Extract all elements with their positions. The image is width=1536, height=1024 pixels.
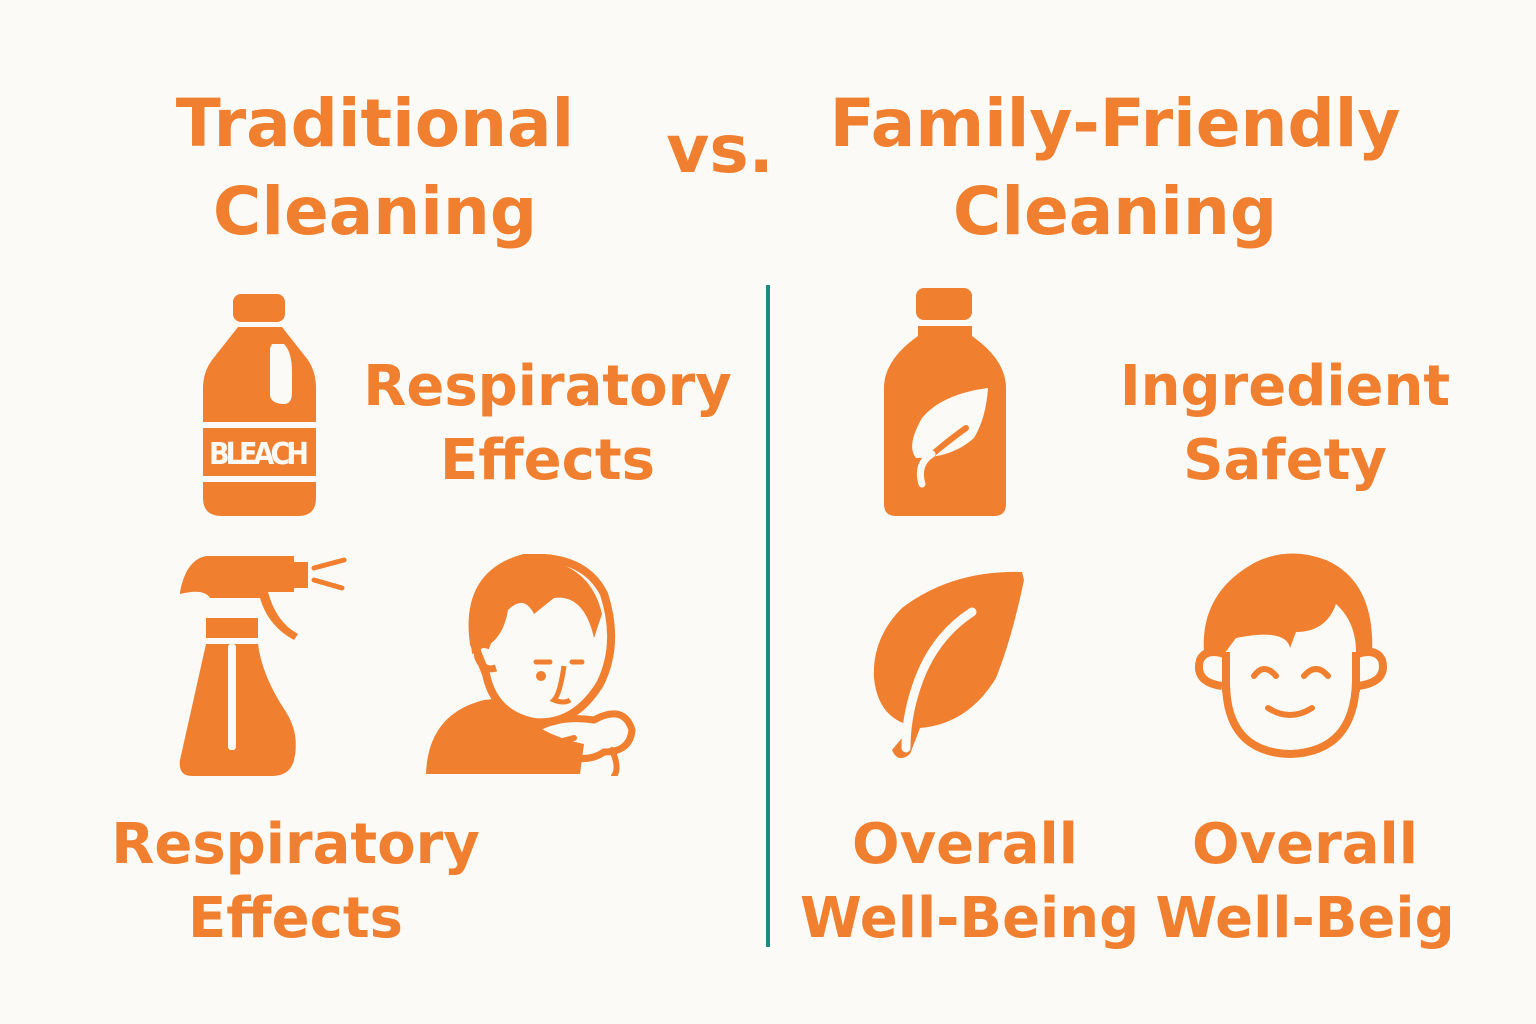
- bleach-label: BLEACH: [209, 437, 309, 472]
- label-overall-well-being-right: Overall Well-Beig: [1155, 812, 1455, 951]
- label-ingredient-safety: Ingredient Safety: [1119, 354, 1451, 493]
- label-respiratory-effects-bottom: Respiratory Effects: [111, 812, 480, 951]
- spray-bottle-icon: [179, 556, 347, 776]
- leaf-icon: [873, 571, 1024, 759]
- happy-child-icon: [1195, 553, 1387, 758]
- left-title: Traditional Cleaning: [175, 85, 575, 250]
- coughing-person-icon: [426, 554, 636, 776]
- vs-label: vs.: [666, 111, 774, 188]
- right-title: Family-Friendly Cleaning: [829, 85, 1401, 250]
- divider: [766, 285, 770, 947]
- bleach-bottle-icon: BLEACH: [203, 294, 316, 516]
- eco-bottle-icon: [884, 288, 1006, 516]
- label-overall-well-being-left: Overall Well-Being: [800, 812, 1140, 951]
- label-respiratory-effects-top: Respiratory Effects: [363, 354, 732, 493]
